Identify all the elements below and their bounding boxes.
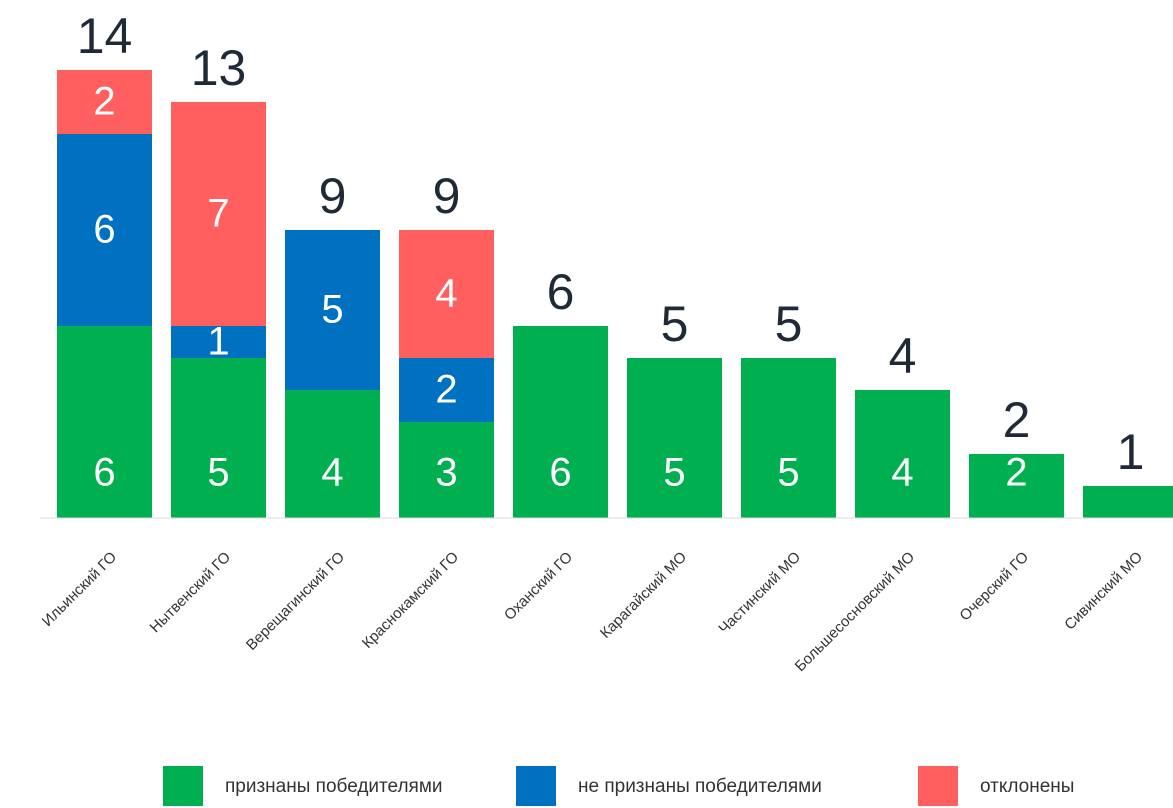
bar-segment bbox=[399, 358, 494, 422]
bar-segment bbox=[285, 230, 380, 390]
legend-swatch bbox=[516, 766, 556, 806]
segment-label: 2 bbox=[435, 368, 457, 412]
bar-segment bbox=[969, 454, 1064, 518]
legend-label: отклонены bbox=[980, 776, 1074, 797]
x-tick-label: Очерский ГО bbox=[956, 549, 1032, 625]
segment-label: 4 bbox=[891, 451, 913, 495]
bar-segment bbox=[1083, 486, 1173, 518]
bar-segment bbox=[627, 358, 722, 518]
bar-segment bbox=[855, 390, 950, 518]
segment-label: 2 bbox=[93, 80, 115, 124]
total-label: 6 bbox=[547, 264, 575, 320]
total-label: 14 bbox=[77, 8, 133, 64]
total-label: 2 bbox=[1003, 392, 1031, 448]
segment-label: 7 bbox=[207, 192, 229, 236]
x-tick-label: Частинский МО bbox=[715, 549, 804, 638]
total-label: 5 bbox=[661, 296, 689, 352]
x-tick-label: Нытвенский ГО bbox=[147, 549, 235, 637]
legend-label: признаны победителями bbox=[225, 776, 443, 797]
bar-segment bbox=[513, 326, 608, 518]
total-label: 1 bbox=[1117, 424, 1145, 480]
bar-segment bbox=[57, 326, 152, 518]
bar-segment bbox=[399, 422, 494, 518]
x-tick-label: Оханский ГО bbox=[501, 549, 576, 624]
bar-segment bbox=[285, 390, 380, 518]
segment-label: 5 bbox=[777, 451, 799, 495]
segment-label: 6 bbox=[93, 451, 115, 495]
x-tick-label: Краснокамский ГО bbox=[359, 549, 462, 652]
segment-label: 6 bbox=[93, 208, 115, 252]
segment-label: 1 bbox=[1119, 451, 1141, 495]
segment-label: 4 bbox=[321, 451, 343, 495]
bar-segment bbox=[57, 134, 152, 326]
segment-label: 2 bbox=[1005, 451, 1027, 495]
x-tick-label: Сивинский МО bbox=[1061, 549, 1146, 634]
bar-segment bbox=[57, 70, 152, 134]
legend-swatch bbox=[163, 766, 203, 806]
x-tick-label: Большесосновский МО bbox=[792, 549, 918, 675]
segment-label: 5 bbox=[207, 451, 229, 495]
total-label: 13 bbox=[191, 40, 247, 96]
total-label: 9 bbox=[319, 168, 347, 224]
x-tick-label: Карагайский МО bbox=[597, 549, 690, 642]
x-tick-label: Верещагинский ГО bbox=[243, 549, 348, 654]
bar-segment bbox=[399, 230, 494, 358]
bar-segment bbox=[171, 358, 266, 518]
bar-segment bbox=[171, 326, 266, 358]
legend-swatch bbox=[918, 766, 958, 806]
segment-label: 6 bbox=[549, 451, 571, 495]
segment-label: 1 bbox=[207, 320, 229, 364]
segment-label: 5 bbox=[663, 451, 685, 495]
bar-segment bbox=[171, 102, 266, 326]
segment-label: 3 bbox=[435, 451, 457, 495]
bar-segment bbox=[741, 358, 836, 518]
total-label: 5 bbox=[775, 296, 803, 352]
segment-label: 5 bbox=[321, 288, 343, 332]
legend-label: не признаны победителями bbox=[578, 776, 822, 797]
total-label: 4 bbox=[889, 328, 917, 384]
segment-label: 4 bbox=[435, 272, 457, 316]
total-label: 9 bbox=[433, 168, 461, 224]
x-tick-label: Ильинский ГО bbox=[39, 549, 120, 630]
